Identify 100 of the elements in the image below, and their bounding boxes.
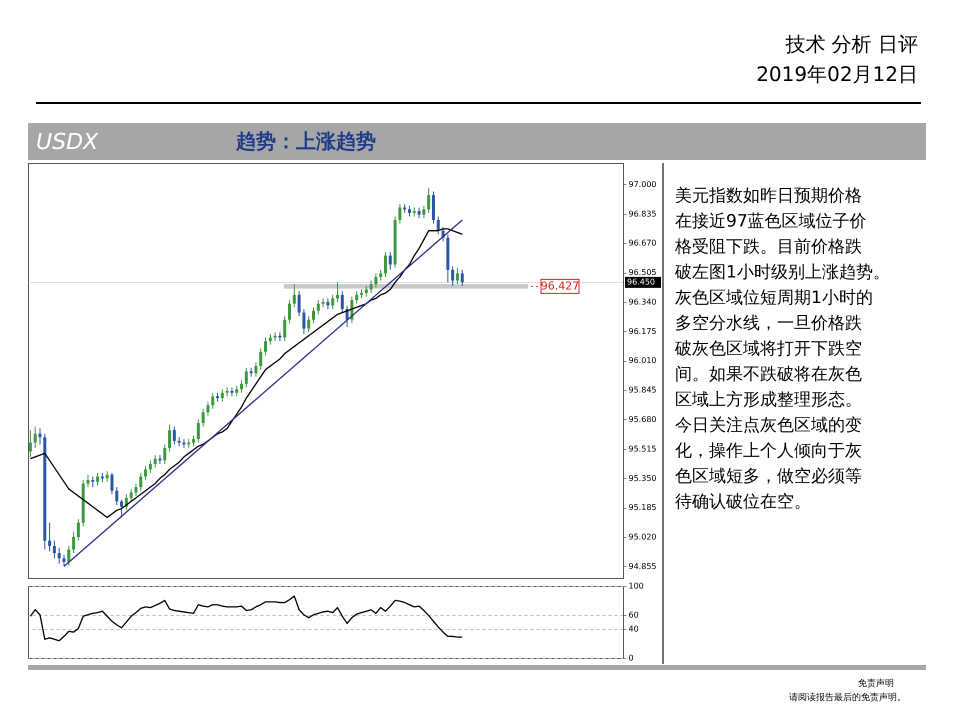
text: 请阅读报告最后的免责声明。	[789, 692, 906, 703]
ref-line-label: 96.427	[540, 279, 580, 292]
candlestick	[418, 207, 421, 219]
candlestick	[436, 216, 440, 235]
candlestick	[302, 308, 306, 334]
y-tick-label: 96.010	[628, 356, 656, 366]
y-tick-label: 94.855	[628, 562, 656, 571]
y-tick-label: 95.515	[628, 444, 656, 454]
y-tick-label: 96.340	[628, 297, 656, 306]
candlestick	[456, 268, 459, 285]
y-tick-label: 97.000	[628, 180, 656, 189]
candlestick	[134, 483, 138, 497]
text: 在接近97蓝色区域位子价	[675, 212, 867, 232]
candlestick	[292, 284, 296, 308]
candlestick	[120, 499, 124, 518]
candlestick	[62, 554, 66, 567]
text: 破左图1小时级别上涨趋势。	[674, 262, 890, 282]
text: 美元指数如昨日预期价格	[675, 186, 862, 206]
candlestick	[72, 531, 76, 554]
candlestick	[340, 290, 344, 314]
y-tick-label: 96.505	[628, 268, 656, 278]
candlestick	[316, 300, 320, 315]
candlestick	[110, 472, 114, 495]
candlestick	[28, 430, 32, 458]
candlestick	[38, 428, 42, 445]
candlestick	[379, 269, 382, 282]
candlestick	[196, 418, 200, 444]
candlestick	[211, 392, 214, 410]
candlestick	[67, 545, 70, 566]
chart-title: USDX	[36, 130, 100, 155]
y-tick-label: 95.185	[628, 503, 656, 512]
candlestick	[48, 522, 52, 552]
candlestick	[58, 547, 61, 564]
candlestick	[163, 444, 166, 465]
candlestick	[259, 348, 262, 370]
y-tick-label: 40	[628, 624, 639, 634]
y-tick-label: 95.845	[628, 386, 656, 395]
candlestick	[288, 300, 292, 324]
candlestick	[355, 290, 358, 304]
y-tick-label: 100	[628, 582, 644, 590]
candlestick	[268, 333, 272, 346]
candlestick	[408, 205, 411, 217]
candlestick	[398, 203, 402, 224]
y-tick-label: 95.350	[628, 474, 656, 483]
candlestick	[86, 474, 90, 488]
candlestick	[115, 486, 118, 506]
candlestick	[384, 252, 387, 278]
text: 2019年02月12日	[756, 62, 918, 86]
candlestick	[168, 424, 172, 452]
text: 多空分水线，一旦价格跌	[675, 314, 862, 334]
candlestick	[422, 205, 426, 219]
candlestick	[427, 187, 430, 214]
candlestick	[106, 470, 109, 482]
candlestick	[144, 465, 148, 481]
candlestick	[244, 367, 248, 388]
candlestick	[172, 426, 176, 445]
text: 化，操作上个人倾向于灰	[675, 441, 862, 461]
text: 灰色区域位短周期1小时的	[675, 288, 873, 308]
candlestick	[139, 472, 142, 492]
candlestick	[130, 488, 133, 502]
y-tick-label: 95.020	[628, 532, 656, 542]
y-tick-label: 96.175	[628, 326, 656, 336]
line-series	[30, 595, 463, 642]
candlestick	[331, 294, 334, 310]
candlestick	[283, 316, 286, 342]
candlestick	[312, 306, 316, 324]
candlestick	[374, 272, 378, 288]
candlestick	[96, 472, 100, 486]
text: 格受阻下跌。目前价格跌	[674, 237, 862, 257]
candlestick	[240, 380, 244, 394]
y-tick-label: 60	[628, 610, 639, 620]
candlestick	[235, 385, 238, 397]
candlestick	[326, 298, 330, 310]
candlestick	[52, 540, 56, 559]
y-tick-label: 96.670	[628, 238, 656, 248]
text: 技术 分析 日评	[784, 32, 918, 56]
candlestick	[202, 408, 205, 428]
candlestick	[76, 518, 80, 542]
text: 间。如果不跌破将在灰色	[675, 364, 862, 384]
candlestick	[91, 476, 94, 488]
y-tick-label: 0	[628, 654, 634, 662]
text: 待确认破位在空。	[675, 492, 811, 512]
candlestick	[34, 426, 37, 448]
ref-line-label: 96.450	[627, 277, 655, 286]
candlestick	[298, 290, 301, 317]
candlestick	[154, 454, 157, 468]
candlestick	[370, 280, 373, 294]
candlestick	[451, 266, 454, 286]
y-tick-label: 96.835	[628, 209, 656, 218]
text: 免责声明	[858, 678, 894, 689]
candlestick	[336, 282, 339, 302]
candlestick	[206, 401, 210, 416]
text: 色区域短多，做空必须等	[675, 466, 862, 486]
y-tick-label: 95.680	[628, 414, 656, 424]
candlestick	[388, 252, 392, 270]
candlestick	[220, 388, 224, 402]
candlestick	[148, 460, 152, 474]
candlestick	[307, 316, 310, 333]
candlestick	[264, 337, 268, 356]
candlestick	[460, 269, 464, 286]
